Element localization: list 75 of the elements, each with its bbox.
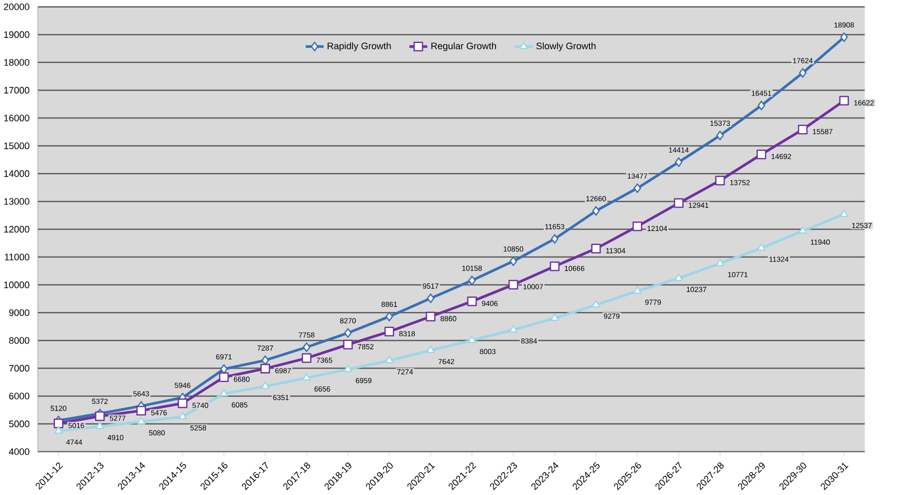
- y-tick-label: 12000: [4, 226, 30, 232]
- point: [674, 273, 683, 281]
- point: [343, 340, 353, 350]
- y-tick-label: 19000: [4, 31, 30, 38]
- point: [592, 300, 600, 308]
- point: [510, 256, 518, 266]
- point: [344, 364, 352, 372]
- point: [550, 261, 560, 271]
- point: [467, 296, 477, 306]
- point: [344, 328, 352, 338]
- point: [178, 412, 187, 420]
- point: [95, 411, 105, 421]
- y-tick-label: 9000: [9, 309, 30, 316]
- point: [426, 293, 434, 303]
- point: [220, 388, 228, 396]
- y-tick-label: 18000: [4, 58, 30, 66]
- point: [798, 226, 807, 234]
- point: [426, 345, 435, 353]
- y-tick-label: 6000: [9, 392, 30, 400]
- point: [798, 68, 807, 78]
- point: [633, 286, 642, 294]
- point: [54, 418, 64, 428]
- y-tick-label: 10000: [4, 281, 30, 288]
- point: [384, 326, 394, 336]
- point: [839, 96, 849, 106]
- point: [302, 342, 310, 352]
- legend-label: Slowly Growth: [536, 42, 596, 51]
- point: [385, 356, 394, 364]
- y-tick-label: 20000: [4, 3, 30, 10]
- point: [716, 258, 724, 266]
- y-tick-label: 4000: [8, 448, 30, 455]
- legend-label: Rapidly Growth: [328, 42, 391, 51]
- y-tick-label: 7000: [9, 364, 30, 372]
- point: [96, 421, 104, 429]
- point: [550, 313, 559, 321]
- y-tick-label: 14000: [4, 170, 30, 177]
- point: [220, 364, 228, 374]
- point: [178, 398, 188, 408]
- point: [136, 406, 146, 416]
- y-tick-label: 17000: [4, 86, 30, 94]
- point: [550, 234, 558, 244]
- y-tick-label: 11000: [4, 253, 30, 260]
- point: [54, 426, 63, 434]
- y-tick-label: 13000: [4, 198, 30, 205]
- y-tick-label: 15000: [4, 142, 30, 149]
- point: [136, 416, 146, 424]
- point: [798, 124, 808, 134]
- y-tick-label: 16000: [4, 114, 30, 122]
- point: [674, 157, 682, 167]
- point: [386, 311, 394, 322]
- point: [840, 32, 848, 42]
- point: [758, 100, 766, 110]
- point: [261, 381, 270, 389]
- point: [260, 364, 270, 374]
- point: [302, 372, 311, 380]
- point: [426, 312, 436, 322]
- y-tick-label: 5000: [9, 420, 30, 427]
- point: [715, 175, 725, 186]
- point: [219, 372, 229, 382]
- point: [756, 149, 766, 159]
- point: [591, 244, 601, 254]
- point: [674, 198, 684, 208]
- y-tick-label: 8000: [9, 336, 30, 344]
- point: [468, 335, 476, 343]
- legend-label: Regular Growth: [431, 42, 496, 51]
- point: [302, 353, 312, 363]
- point: [757, 242, 766, 251]
- point: [261, 355, 270, 365]
- point: [592, 206, 600, 216]
- point: [509, 324, 518, 332]
- point: [508, 280, 518, 290]
- point: [468, 275, 476, 286]
- point: [634, 183, 642, 193]
- point: [716, 130, 724, 140]
- point: [632, 221, 642, 231]
